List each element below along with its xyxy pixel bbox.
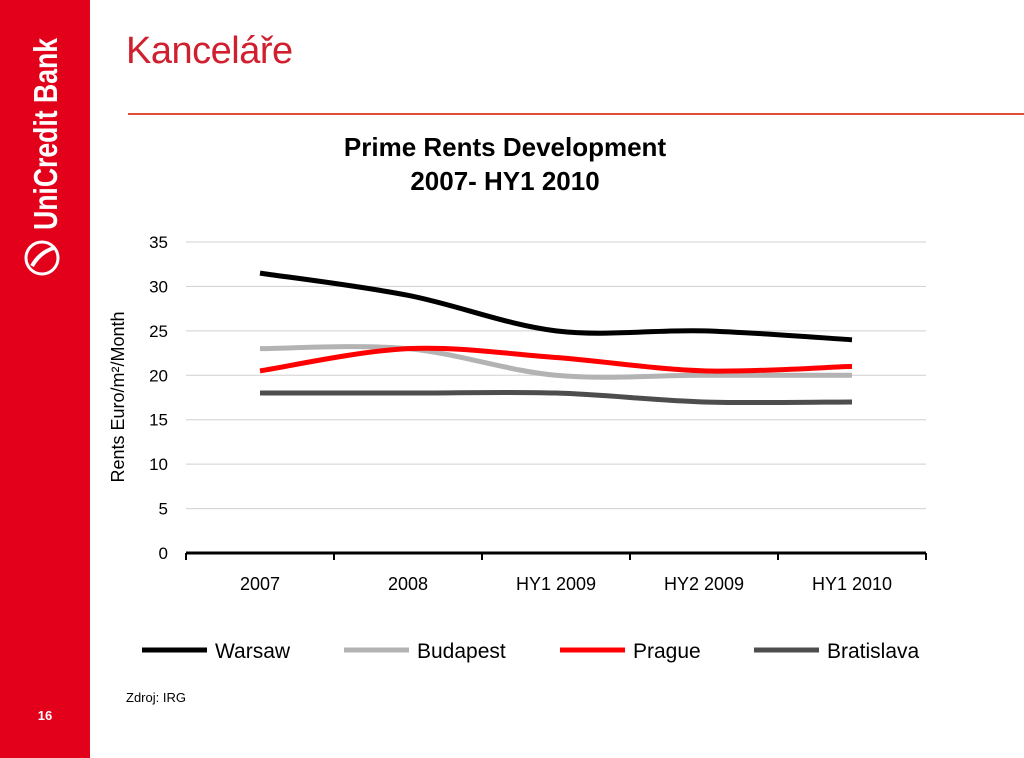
legend-label-prague: Prague: [633, 640, 701, 663]
slide-title: Kanceláře: [126, 30, 293, 72]
brand-name: UniCredit Bank: [27, 37, 64, 230]
chart-title: Prime Rents Development: [343, 132, 667, 162]
y-tick-label: 10: [149, 455, 168, 474]
y-tick-label: 30: [149, 277, 168, 296]
series-line-warsaw: [259, 270, 853, 343]
x-tick-label: HY1 2009: [516, 574, 596, 594]
y-tick-label: 0: [159, 544, 168, 563]
y-axis-label: Rents Euro/m²/Month: [108, 311, 128, 482]
series-line-budapest: [259, 344, 852, 380]
legend-label-warsaw: Warsaw: [215, 640, 291, 663]
x-tick-label: HY2 2009: [664, 574, 744, 594]
x-tick-label: HY1 2010: [812, 574, 892, 594]
brand-sidebar: UniCredit Bank 16: [0, 0, 90, 758]
page-number: 16: [37, 708, 53, 723]
legend-label-bratislava: Bratislava: [827, 640, 920, 663]
y-tick-label: 15: [149, 411, 168, 430]
y-tick-label: 35: [149, 233, 168, 252]
x-tick-label: 2008: [388, 574, 428, 594]
source-note: Zdroj: IRG: [126, 690, 186, 705]
y-tick-label: 25: [149, 322, 168, 341]
chart-subtitle: 2007- HY1 2010: [410, 166, 600, 196]
title-divider: [128, 113, 1024, 115]
unicredit-logo-icon: UniCredit Bank: [0, 20, 90, 290]
x-tick-label: 2007: [240, 574, 280, 594]
series-line-prague: [259, 345, 853, 374]
y-tick-label: 20: [149, 366, 168, 385]
chart-title-block: Prime Rents Development 2007- HY1 2010: [185, 130, 825, 198]
legend-label-budapest: Budapest: [417, 640, 506, 663]
y-tick-label: 5: [159, 500, 168, 519]
series-line-bratislava: [260, 389, 853, 406]
